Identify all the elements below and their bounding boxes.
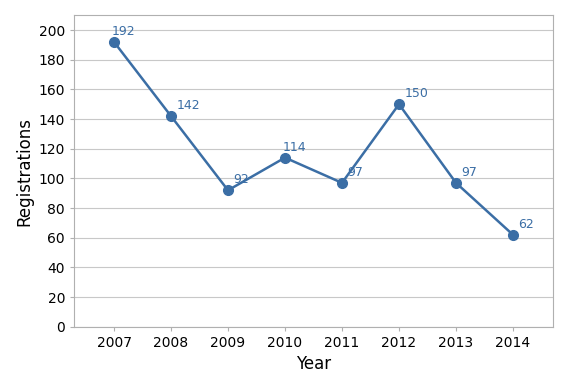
Y-axis label: Registrations: Registrations xyxy=(15,117,33,225)
X-axis label: Year: Year xyxy=(296,355,331,374)
Text: 92: 92 xyxy=(234,173,249,186)
Text: 97: 97 xyxy=(348,166,364,179)
Text: 142: 142 xyxy=(177,99,200,112)
Text: 114: 114 xyxy=(282,141,306,154)
Text: 192: 192 xyxy=(111,25,135,38)
Text: 97: 97 xyxy=(462,166,478,179)
Text: 150: 150 xyxy=(405,87,429,100)
Text: 62: 62 xyxy=(519,218,534,231)
